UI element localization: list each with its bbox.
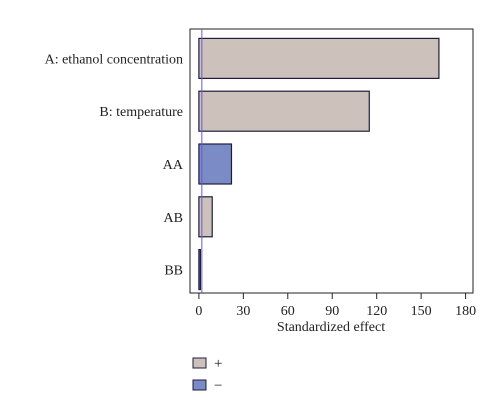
category-label: AB bbox=[164, 211, 183, 226]
x-tick-label: 0 bbox=[195, 304, 202, 319]
category-label: BB bbox=[164, 264, 183, 279]
x-tick-label: 150 bbox=[411, 304, 432, 319]
legend-label: − bbox=[214, 378, 222, 394]
bar bbox=[198, 143, 233, 185]
legend-swatch bbox=[192, 357, 207, 369]
x-tick-label: 60 bbox=[281, 304, 295, 319]
bar bbox=[198, 249, 201, 291]
x-tick-label: 30 bbox=[236, 304, 250, 319]
category-label: AA bbox=[163, 158, 184, 173]
x-tick-label: 90 bbox=[325, 304, 339, 319]
legend-swatch bbox=[192, 379, 207, 391]
category-label: A: ethanol concentration bbox=[45, 52, 183, 67]
category-label: B: temperature bbox=[99, 105, 183, 120]
x-tick-label: 120 bbox=[366, 304, 387, 319]
bar bbox=[198, 196, 213, 238]
category-labels: A: ethanol concentration B: temperature AA… bbox=[45, 52, 184, 278]
bar bbox=[198, 37, 440, 80]
legend-label: + bbox=[214, 356, 222, 372]
x-tick-label: 180 bbox=[455, 304, 476, 319]
bars-group bbox=[198, 37, 440, 291]
x-axis-label: Standardized effect bbox=[277, 320, 385, 335]
plot-frame bbox=[189, 28, 474, 294]
legend: +− bbox=[192, 356, 222, 394]
bar bbox=[198, 90, 370, 132]
x-axis-ticks: 0 30 60 90 120 150 180 bbox=[195, 293, 476, 319]
